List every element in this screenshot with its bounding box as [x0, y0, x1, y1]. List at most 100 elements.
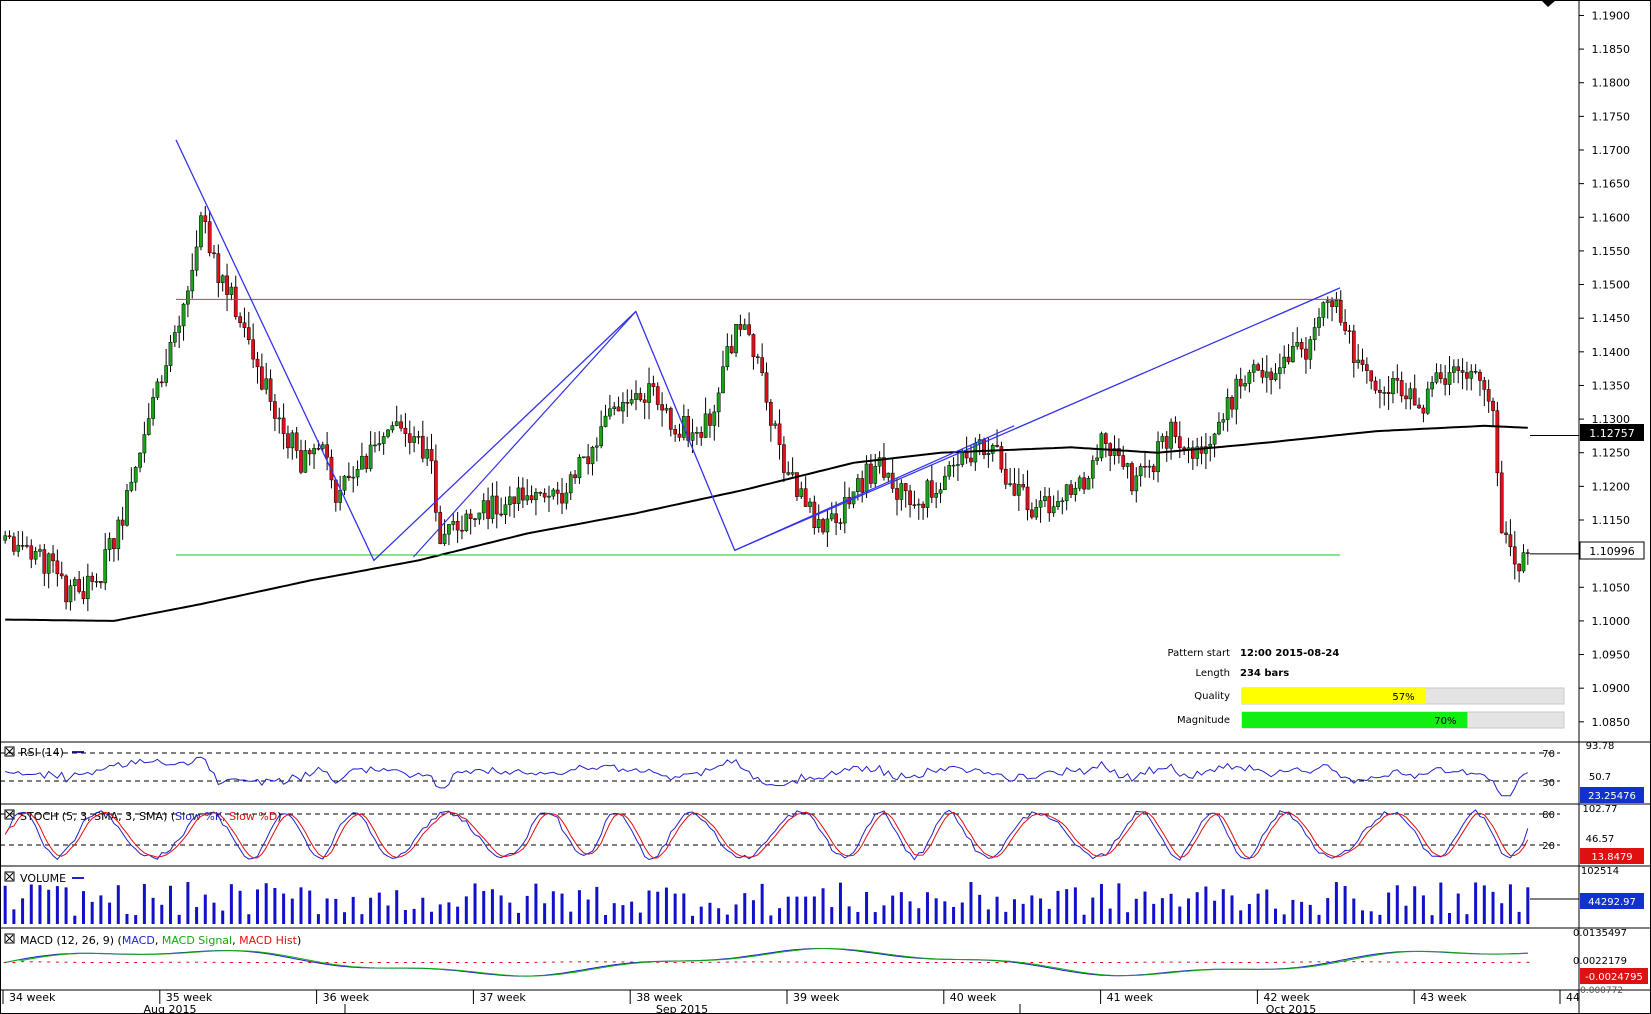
- macd-hist-bar-58: [256, 962, 259, 963]
- candle-body-161: [703, 413, 708, 438]
- candle-body-165: [721, 366, 725, 394]
- macd-hist-bar-32: [142, 961, 146, 963]
- candle-body-52: [229, 286, 234, 295]
- macd-hist-bar-76: [334, 962, 338, 963]
- pattern-start-value: 12:00 2015-08-24: [1240, 648, 1339, 659]
- candle-body-211: [921, 503, 925, 508]
- macd-hist-bar-328: [1430, 962, 1434, 963]
- macd-hist-bar-110: [482, 962, 486, 963]
- rsi-label: RSI (14): [20, 746, 64, 759]
- candle-body-101: [442, 533, 447, 544]
- macd-signal-label: MACD Signal: [162, 934, 232, 947]
- candle-body-117: [512, 496, 517, 504]
- volume-bar-164: [717, 908, 721, 924]
- candle-body-345: [1504, 532, 1508, 535]
- candle-body-208: [908, 490, 912, 505]
- volume-bar-208: [908, 901, 912, 924]
- candle-body-239: [1043, 496, 1047, 502]
- candle-body-24: [107, 538, 112, 550]
- price-tick-label-2: 1.1800: [1592, 77, 1631, 90]
- volume-bar-0: [3, 885, 7, 924]
- volume-bar-150: [656, 891, 660, 924]
- rsi-last-box: [1580, 787, 1644, 803]
- volume-bar-222: [969, 882, 973, 924]
- macd-hist-label: MACD Hist: [239, 934, 298, 947]
- candle-body-279: [1217, 421, 1221, 435]
- candle-body-309: [1347, 330, 1352, 332]
- volume-bar-108: [473, 883, 477, 924]
- stoch-last-box: [1580, 848, 1644, 864]
- volume-bar-104: [456, 906, 460, 924]
- volume-bar-196: [856, 911, 860, 924]
- candle-body-9: [42, 549, 47, 574]
- macd-close-icon[interactable]: [4, 933, 15, 944]
- candle-body-78: [342, 475, 347, 491]
- candle-body-241: [1051, 506, 1056, 514]
- macd-hist-bar-310: [1352, 961, 1356, 963]
- candle-body-112: [490, 495, 495, 519]
- macd-hist-bar-188: [821, 961, 825, 963]
- scroll-corner-icon[interactable]: [1541, 0, 1556, 7]
- macd-label-text: MACD (12, 26, 9): [20, 934, 114, 947]
- candle-body-38: [168, 341, 173, 366]
- macd-hist-bar-152: [664, 961, 668, 963]
- price-tick-label-4: 1.1700: [1592, 144, 1631, 157]
- candle-body-184: [803, 488, 808, 507]
- volume-bar-126: [551, 891, 555, 924]
- macd-hist-bar-296: [1291, 961, 1295, 963]
- candle-body-222: [969, 457, 973, 463]
- candle-body-116: [507, 496, 512, 505]
- candle-body-123: [538, 492, 543, 494]
- volume-bar-338: [1474, 882, 1478, 924]
- rsi-close-icon[interactable]: [4, 746, 15, 757]
- volume-bar-56: [247, 914, 251, 924]
- volume-bar-64: [282, 893, 286, 924]
- quality-label: Quality: [1194, 691, 1230, 702]
- month-label-2: Oct 2015: [1266, 1003, 1317, 1014]
- candle-body-92: [403, 427, 408, 434]
- candle-body-27: [120, 519, 125, 526]
- candle-body-6: [29, 545, 34, 560]
- candle-body-134: [586, 456, 590, 465]
- macd-hist-bar-68: [299, 962, 303, 963]
- pattern-trend-segment-0: [413, 311, 637, 558]
- volume-bar-282: [1230, 895, 1234, 924]
- volume-bar-304: [1326, 898, 1330, 924]
- volume-bar-238: [1039, 898, 1043, 924]
- volume-bar-286: [1247, 903, 1251, 924]
- candle-body-246: [1073, 487, 1078, 495]
- volume-bar-170: [743, 893, 747, 924]
- volume-close-icon[interactable]: [4, 871, 15, 882]
- candle-body-268: [1169, 421, 1173, 449]
- candle-body-288: [1256, 364, 1260, 371]
- stoch-level-20: 20: [1542, 841, 1555, 852]
- volume-bar-22: [99, 895, 103, 924]
- candle-body-137: [599, 426, 604, 447]
- candle-body-155: [677, 433, 682, 438]
- price-tick-label-6: 1.1600: [1592, 211, 1631, 224]
- volume-bar-74: [325, 898, 329, 924]
- volume-bar-180: [786, 896, 790, 924]
- candle-body-199: [869, 463, 873, 484]
- week-label-5: 39 week: [793, 991, 840, 1004]
- candle-body-230: [1003, 468, 1008, 485]
- volume-bar-40: [177, 914, 181, 924]
- candle-body-90: [394, 421, 399, 426]
- candle-body-213: [929, 480, 934, 498]
- candle-body-340: [1482, 380, 1487, 390]
- macd-hist-bar-34: [151, 961, 155, 963]
- volume-bar-176: [769, 915, 773, 924]
- candle-body-232: [1012, 483, 1017, 496]
- candle-body-47: [207, 221, 212, 254]
- volume-bar-344: [1500, 903, 1504, 924]
- macd-hist-bar-202: [882, 962, 886, 963]
- candle-body-115: [503, 504, 508, 515]
- candle-body-68: [299, 450, 303, 473]
- macd-hist-bar-2: [12, 962, 16, 963]
- volume-bar-340: [1482, 885, 1486, 924]
- candle-body-151: [660, 404, 664, 411]
- macd-hist-bar-38: [168, 961, 172, 963]
- volume-bar-118: [517, 912, 521, 924]
- volume-bar-86: [377, 892, 381, 924]
- volume-bars: [3, 882, 1579, 924]
